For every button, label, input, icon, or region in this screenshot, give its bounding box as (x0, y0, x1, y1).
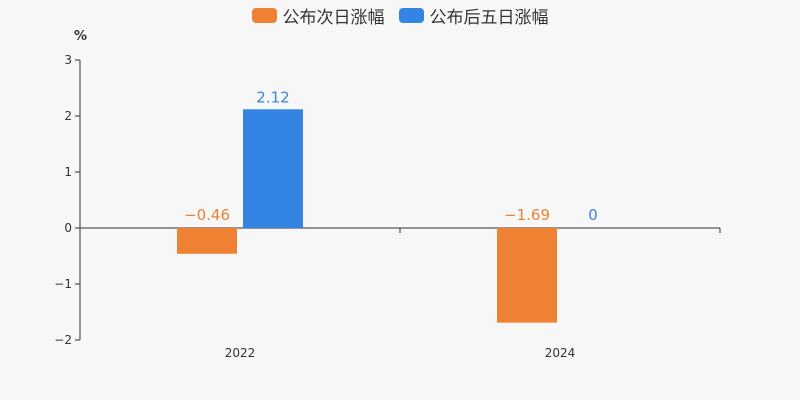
legend-label-five-day: 公布后五日涨幅 (429, 8, 549, 28)
data-label: −0.46 (184, 206, 230, 224)
legend-item-next-day[interactable]: 公布次日涨幅 (251, 3, 385, 28)
y-axis-tick-label: 1 (64, 165, 72, 179)
legend: 公布次日涨幅 公布后五日涨幅 (0, 3, 800, 28)
x-axis-tick-label: 2024 (545, 346, 576, 360)
y-axis-tick-label: −2 (54, 333, 72, 347)
legend-label-next-day: 公布次日涨幅 (282, 8, 385, 28)
bar (243, 109, 303, 228)
legend-swatch-five-day (398, 8, 424, 23)
data-label: −1.69 (504, 206, 550, 224)
legend-swatch-next-day (251, 8, 277, 23)
data-label: 2.12 (256, 88, 289, 106)
legend-item-five-day[interactable]: 公布后五日涨幅 (398, 3, 549, 28)
bar (497, 228, 557, 323)
y-axis-unit-label: % (74, 29, 88, 44)
y-axis-tick-label: −1 (54, 277, 72, 291)
data-label: 0 (588, 206, 598, 224)
x-axis-tick-label: 2022 (225, 346, 256, 360)
y-axis-tick-label: 2 (64, 109, 72, 123)
bar (177, 228, 237, 254)
y-axis-tick-label: 3 (64, 53, 72, 67)
y-axis-tick-label: 0 (64, 221, 72, 235)
